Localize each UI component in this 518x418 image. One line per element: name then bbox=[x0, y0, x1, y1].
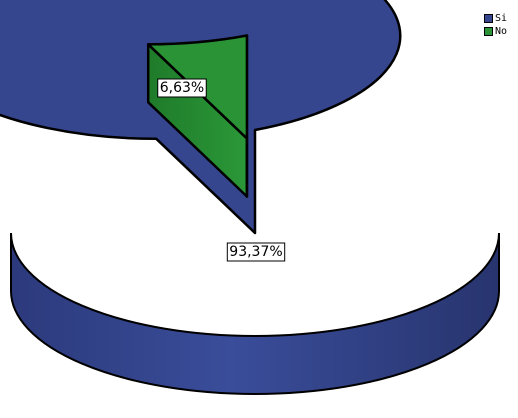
legend-item-si: Si bbox=[484, 12, 507, 25]
legend-swatch-no bbox=[484, 27, 493, 36]
data-label-si: 93,37% bbox=[226, 242, 286, 262]
legend-swatch-si bbox=[484, 14, 493, 23]
legend-label-si: Si bbox=[495, 12, 508, 24]
chart-legend: Si No bbox=[484, 12, 507, 38]
pie-slice-si-side bbox=[10, 232, 500, 395]
svg-text:93,37%: 93,37% bbox=[229, 244, 282, 260]
legend-label-no: No bbox=[495, 25, 508, 37]
data-label-no: 6,63% bbox=[157, 78, 207, 98]
svg-text:6,63%: 6,63% bbox=[160, 80, 204, 96]
legend-item-no: No bbox=[484, 25, 507, 38]
